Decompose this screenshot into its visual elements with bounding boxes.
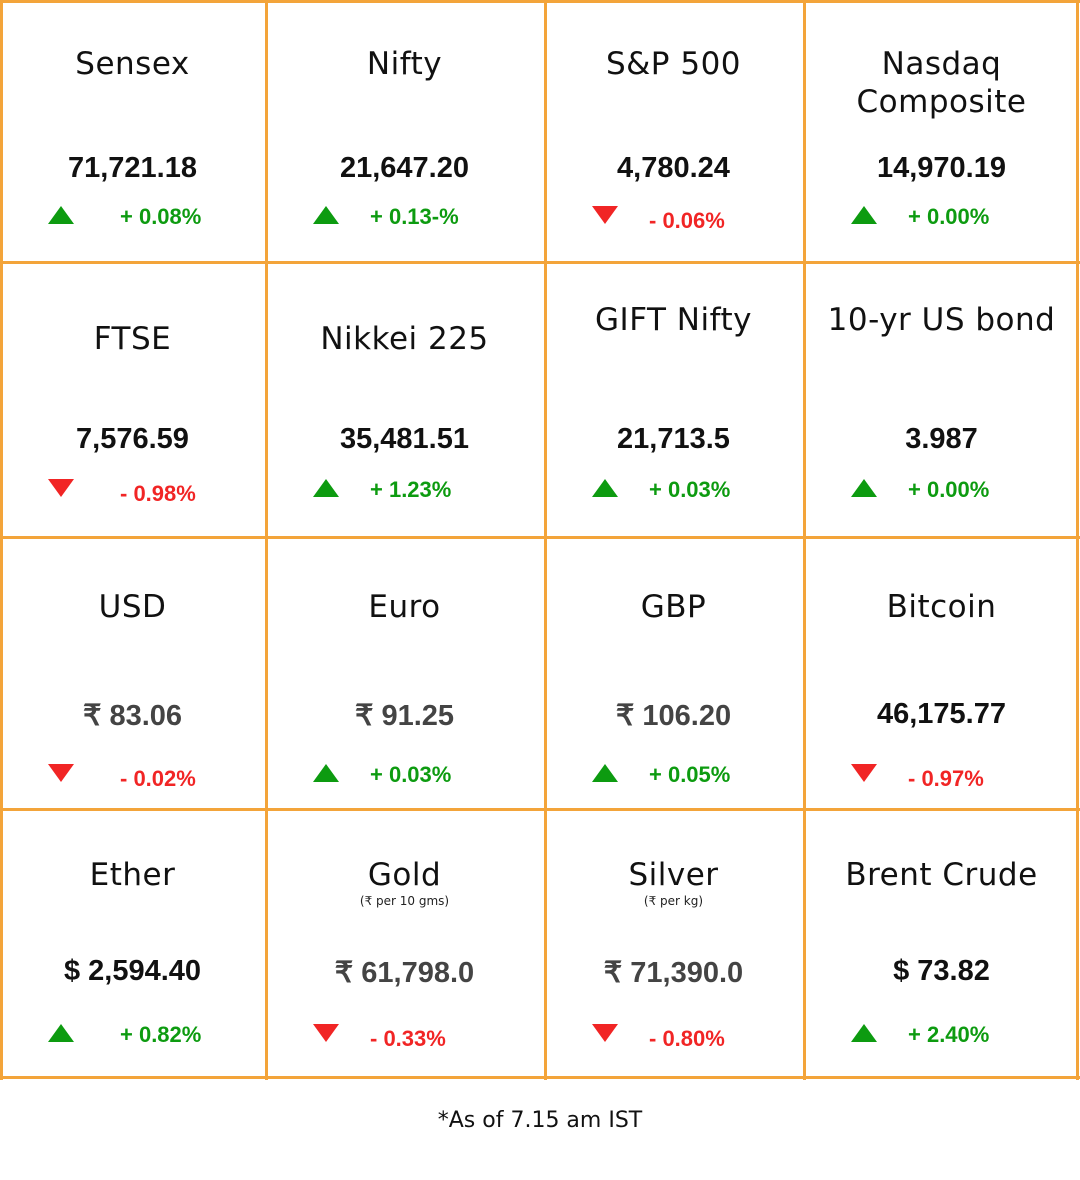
tile-change: + 0.00% bbox=[908, 204, 990, 229]
market-tile: FTSE 7,576.59 - 0.98% bbox=[0, 263, 265, 538]
market-tile: Sensex 71,721.18 + 0.08% bbox=[0, 0, 265, 263]
tile-value: ₹ 106.20 bbox=[615, 700, 732, 732]
triangle-up-icon bbox=[851, 479, 877, 497]
tile-value: 71,721.18 bbox=[67, 152, 197, 184]
tile-change: - 0.97% bbox=[908, 766, 984, 791]
tile-name: FTSE bbox=[93, 321, 172, 357]
grid-line bbox=[1076, 0, 1079, 1080]
tile-change: + 0.08% bbox=[120, 204, 202, 229]
grid-line bbox=[0, 808, 1080, 811]
tile-name: Nasdaq Composite bbox=[856, 46, 1027, 120]
tile-change: - 0.80% bbox=[649, 1026, 725, 1051]
tile-change: + 0.03% bbox=[370, 762, 452, 787]
tile-value: 35,481.51 bbox=[339, 423, 469, 455]
tile-value: ₹ 91.25 bbox=[354, 700, 455, 732]
tile-value: 14,970.19 bbox=[876, 152, 1006, 184]
triangle-down-icon bbox=[592, 1024, 618, 1042]
triangle-down-icon bbox=[851, 764, 877, 782]
tile-unit: (₹ per kg) bbox=[643, 894, 704, 908]
grid-line bbox=[803, 0, 806, 1080]
tile-value: ₹ 61,798.0 bbox=[334, 957, 475, 989]
tile-value: 21,647.20 bbox=[339, 152, 469, 184]
tile-name: Bitcoin bbox=[886, 589, 997, 625]
tile-name: USD bbox=[98, 589, 167, 625]
tile-name: Gold bbox=[367, 857, 442, 893]
tile-change: + 2.40% bbox=[908, 1022, 990, 1047]
triangle-down-icon bbox=[48, 764, 74, 782]
tile-value: ₹ 83.06 bbox=[82, 700, 183, 732]
triangle-up-icon bbox=[313, 206, 339, 224]
market-tile: Gold (₹ per 10 gms) ₹ 61,798.0 - 0.33% bbox=[265, 810, 544, 1078]
grid-line bbox=[0, 0, 1080, 3]
tile-name: Ether bbox=[89, 857, 176, 893]
market-tile: Euro ₹ 91.25 + 0.03% bbox=[265, 538, 544, 810]
triangle-up-icon bbox=[313, 764, 339, 782]
tile-change: + 0.13-% bbox=[370, 204, 459, 229]
tile-name: GIFT Nifty bbox=[595, 302, 752, 338]
market-tile: 10-yr US bond 3.987 + 0.00% bbox=[803, 263, 1080, 538]
tile-change: - 0.02% bbox=[120, 766, 196, 791]
triangle-up-icon bbox=[851, 206, 877, 224]
market-tile: Silver (₹ per kg) ₹ 71,390.0 - 0.80% bbox=[544, 810, 803, 1078]
tile-value: 3.987 bbox=[905, 423, 978, 455]
tile-name: S&P 500 bbox=[605, 46, 742, 82]
tile-change: - 0.98% bbox=[120, 481, 196, 506]
market-tile: Nasdaq Composite 14,970.19 + 0.00% bbox=[803, 0, 1080, 263]
tile-value: $ 73.82 bbox=[893, 955, 990, 987]
tile-value: 46,175.77 bbox=[876, 698, 1006, 730]
grid-line bbox=[0, 261, 1080, 264]
grid-line bbox=[0, 1076, 1080, 1079]
market-tile: Bitcoin 46,175.77 - 0.97% bbox=[803, 538, 1080, 810]
tile-name: Sensex bbox=[75, 46, 190, 82]
market-tile: Nifty 21,647.20 + 0.13-% bbox=[265, 0, 544, 263]
tile-change: + 0.05% bbox=[649, 762, 731, 787]
tile-change: - 0.06% bbox=[649, 208, 725, 233]
tile-name: Brent Crude bbox=[845, 857, 1038, 893]
tile-change: - 0.33% bbox=[370, 1026, 446, 1051]
grid-line bbox=[0, 536, 1080, 539]
tile-unit: (₹ per 10 gms) bbox=[359, 894, 450, 908]
market-tile: S&P 500 4,780.24 - 0.06% bbox=[544, 0, 803, 263]
tile-value: ₹ 71,390.0 bbox=[603, 957, 744, 989]
market-tile: Brent Crude $ 73.82 + 2.40% bbox=[803, 810, 1080, 1078]
tile-value: 7,576.59 bbox=[76, 423, 189, 455]
triangle-up-icon bbox=[313, 479, 339, 497]
tile-change: + 1.23% bbox=[370, 477, 452, 502]
tile-change: + 0.00% bbox=[908, 477, 990, 502]
market-tile: USD ₹ 83.06 - 0.02% bbox=[0, 538, 265, 810]
market-tile: Nikkei 225 35,481.51 + 1.23% bbox=[265, 263, 544, 538]
grid-line bbox=[544, 0, 547, 1080]
triangle-down-icon bbox=[313, 1024, 339, 1042]
footnote: *As of 7.15 am IST bbox=[437, 1108, 643, 1133]
tile-name: GBP bbox=[640, 589, 707, 625]
tile-name: 10-yr US bond bbox=[827, 302, 1056, 338]
tile-change: + 0.82% bbox=[120, 1022, 202, 1047]
triangle-up-icon bbox=[851, 1024, 877, 1042]
tile-name: Euro bbox=[368, 589, 441, 625]
tile-name: Silver bbox=[628, 857, 719, 893]
triangle-down-icon bbox=[48, 479, 74, 497]
triangle-up-icon bbox=[592, 479, 618, 497]
market-tile: GBP ₹ 106.20 + 0.05% bbox=[544, 538, 803, 810]
tile-value: $ 2,594.40 bbox=[63, 955, 202, 987]
triangle-down-icon bbox=[592, 206, 618, 224]
triangle-up-icon bbox=[48, 1024, 74, 1042]
grid-line bbox=[265, 0, 268, 1080]
tile-name: Nikkei 225 bbox=[320, 321, 489, 357]
tile-name: Nifty bbox=[366, 46, 443, 82]
triangle-up-icon bbox=[592, 764, 618, 782]
grid-line bbox=[0, 0, 3, 1080]
market-tile: Ether $ 2,594.40 + 0.82% bbox=[0, 810, 265, 1078]
market-tile: GIFT Nifty 21,713.5 + 0.03% bbox=[544, 263, 803, 538]
tile-value: 21,713.5 bbox=[617, 423, 730, 455]
tile-change: + 0.03% bbox=[649, 477, 731, 502]
market-grid: Sensex 71,721.18 + 0.08% Nifty 21,647.20 + 0.… bbox=[0, 0, 1080, 1080]
tile-value: 4,780.24 bbox=[617, 152, 730, 184]
triangle-up-icon bbox=[48, 206, 74, 224]
